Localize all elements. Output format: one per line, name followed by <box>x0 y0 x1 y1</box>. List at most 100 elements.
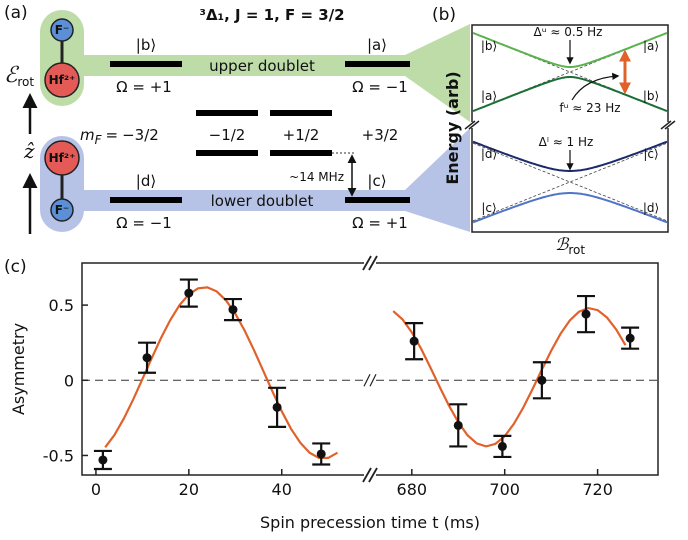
mf-label: mF = −3/2 <box>80 126 159 147</box>
panel-label: (b) <box>432 5 456 25</box>
b-symbol: ℬ <box>555 235 570 255</box>
gap-label: Δˡ ≈ 1 Hz <box>539 135 594 149</box>
data-point <box>228 305 238 315</box>
break-mark <box>368 255 378 271</box>
state-label: |b⟩ <box>136 36 156 54</box>
hf-atom <box>44 140 80 176</box>
level-bar <box>196 150 258 156</box>
x-tick-label: 700 <box>489 480 520 499</box>
y-tick-label: 0.5 <box>49 296 74 315</box>
fit-curve <box>104 286 339 459</box>
y-axis-label: Energy (arb) <box>443 71 462 184</box>
level-bar <box>110 61 182 67</box>
break-mark <box>660 120 672 130</box>
state-label: |d⟩ <box>136 172 156 190</box>
data-point <box>625 333 635 343</box>
panel-b: (b) Energy (arb) ℬrot Δᵘ ≈ 0.5 Hz Δˡ ≈ 1 … <box>432 5 676 257</box>
f-atom <box>50 198 74 222</box>
x-tick-label: 20 <box>179 480 199 499</box>
state-label: |b⟩ <box>643 89 659 103</box>
level-bar <box>345 61 410 67</box>
atom-label: F⁻ <box>55 23 70 37</box>
y-tick-label: 0 <box>64 371 74 390</box>
b-subscript: rot <box>568 243 585 257</box>
x-axis-label: ℬrot <box>555 235 585 257</box>
field-subscript: rot <box>17 75 34 89</box>
upper-band <box>62 24 470 122</box>
break-mark <box>369 374 377 387</box>
field-symbol: ℰ <box>4 63 20 88</box>
data-point <box>537 375 547 385</box>
state-label: |d⟩ <box>481 147 497 161</box>
state-label: |a⟩ <box>367 36 387 54</box>
x-axis-label: Spin precession time t (ms) <box>260 513 480 532</box>
y-tick-label: -0.5 <box>43 446 74 465</box>
doublet-label: lower doublet <box>211 192 314 210</box>
plot-frame <box>81 262 659 476</box>
lower-band <box>62 128 470 232</box>
panel-label: (c) <box>4 257 27 277</box>
mf-subscript: F <box>95 133 103 147</box>
data-point <box>409 336 419 346</box>
mf-value: +1/2 <box>283 126 320 144</box>
splitting-label: ~14 MHz <box>289 170 344 184</box>
break-mark <box>664 120 676 130</box>
data-point <box>98 455 108 465</box>
state-label: |c⟩ <box>481 201 496 215</box>
omega-label: Ω = +1 <box>352 214 408 232</box>
omega-label: Ω = −1 <box>352 78 408 96</box>
title: ³Δ₁, J = 1, F = 3/2 <box>199 6 344 24</box>
mf-symbol: m <box>80 126 95 144</box>
axis-break <box>464 122 676 128</box>
atom-label: Hf²⁺ <box>49 151 76 165</box>
gap-label: Δᵘ ≈ 0.5 Hz <box>534 25 603 39</box>
data-point <box>453 420 463 430</box>
panel-label: (a) <box>4 3 28 23</box>
break-mark <box>468 120 480 130</box>
x-tick-label: 720 <box>582 480 613 499</box>
atom-label: F⁻ <box>55 203 70 217</box>
hf-atom <box>44 62 80 98</box>
state-label: |a⟩ <box>481 89 497 103</box>
level-bar <box>196 110 258 116</box>
data-point <box>581 309 591 319</box>
mf-value: −3/2 <box>122 126 159 144</box>
axis-break <box>364 472 376 478</box>
field-axis-label: ℰrot <box>4 63 34 89</box>
x-tick-label: 40 <box>272 480 292 499</box>
z-axis-label: ẑ <box>23 139 35 163</box>
state-label: |a⟩ <box>643 39 659 53</box>
omega-label: Ω = −1 <box>116 214 172 232</box>
energy-curve <box>472 140 668 172</box>
y-axis-label: Asymmetry <box>9 323 28 415</box>
atom-label: Hf²⁺ <box>49 73 76 87</box>
break-mark <box>362 255 372 271</box>
level-bar <box>270 110 332 116</box>
frequency-pointer <box>571 72 620 101</box>
frequency-label: fᵘ ≈ 23 Hz <box>559 101 620 115</box>
data-point <box>497 441 507 451</box>
energy-curve <box>472 192 668 224</box>
x-tick-label: 680 <box>397 480 428 499</box>
state-label: |d⟩ <box>643 201 659 215</box>
mf-value: −1/2 <box>209 126 246 144</box>
break-mark <box>464 120 476 130</box>
energy-curve <box>472 31 668 68</box>
mf-value: +3/2 <box>362 126 399 144</box>
doublet-label: upper doublet <box>209 57 315 75</box>
state-label: |c⟩ <box>367 172 386 190</box>
data-point <box>272 402 282 412</box>
axis-break <box>364 260 376 266</box>
f-atom <box>50 18 74 42</box>
level-bar <box>110 197 182 203</box>
panel-a: F⁻ Hf²⁺ Hf²⁺ F⁻ (a) ³Δ₁, J = 1, F = 3/2 … <box>4 3 470 234</box>
break-mark <box>363 374 371 387</box>
state-label: |c⟩ <box>643 147 658 161</box>
panel-c: (c) Asymmetry Spin precession time t (ms… <box>4 255 659 532</box>
level-bar <box>345 197 410 203</box>
fit-curve <box>392 306 627 448</box>
omega-label: Ω = +1 <box>116 78 172 96</box>
mf-relation: = <box>106 126 119 144</box>
break-mark <box>362 467 372 483</box>
